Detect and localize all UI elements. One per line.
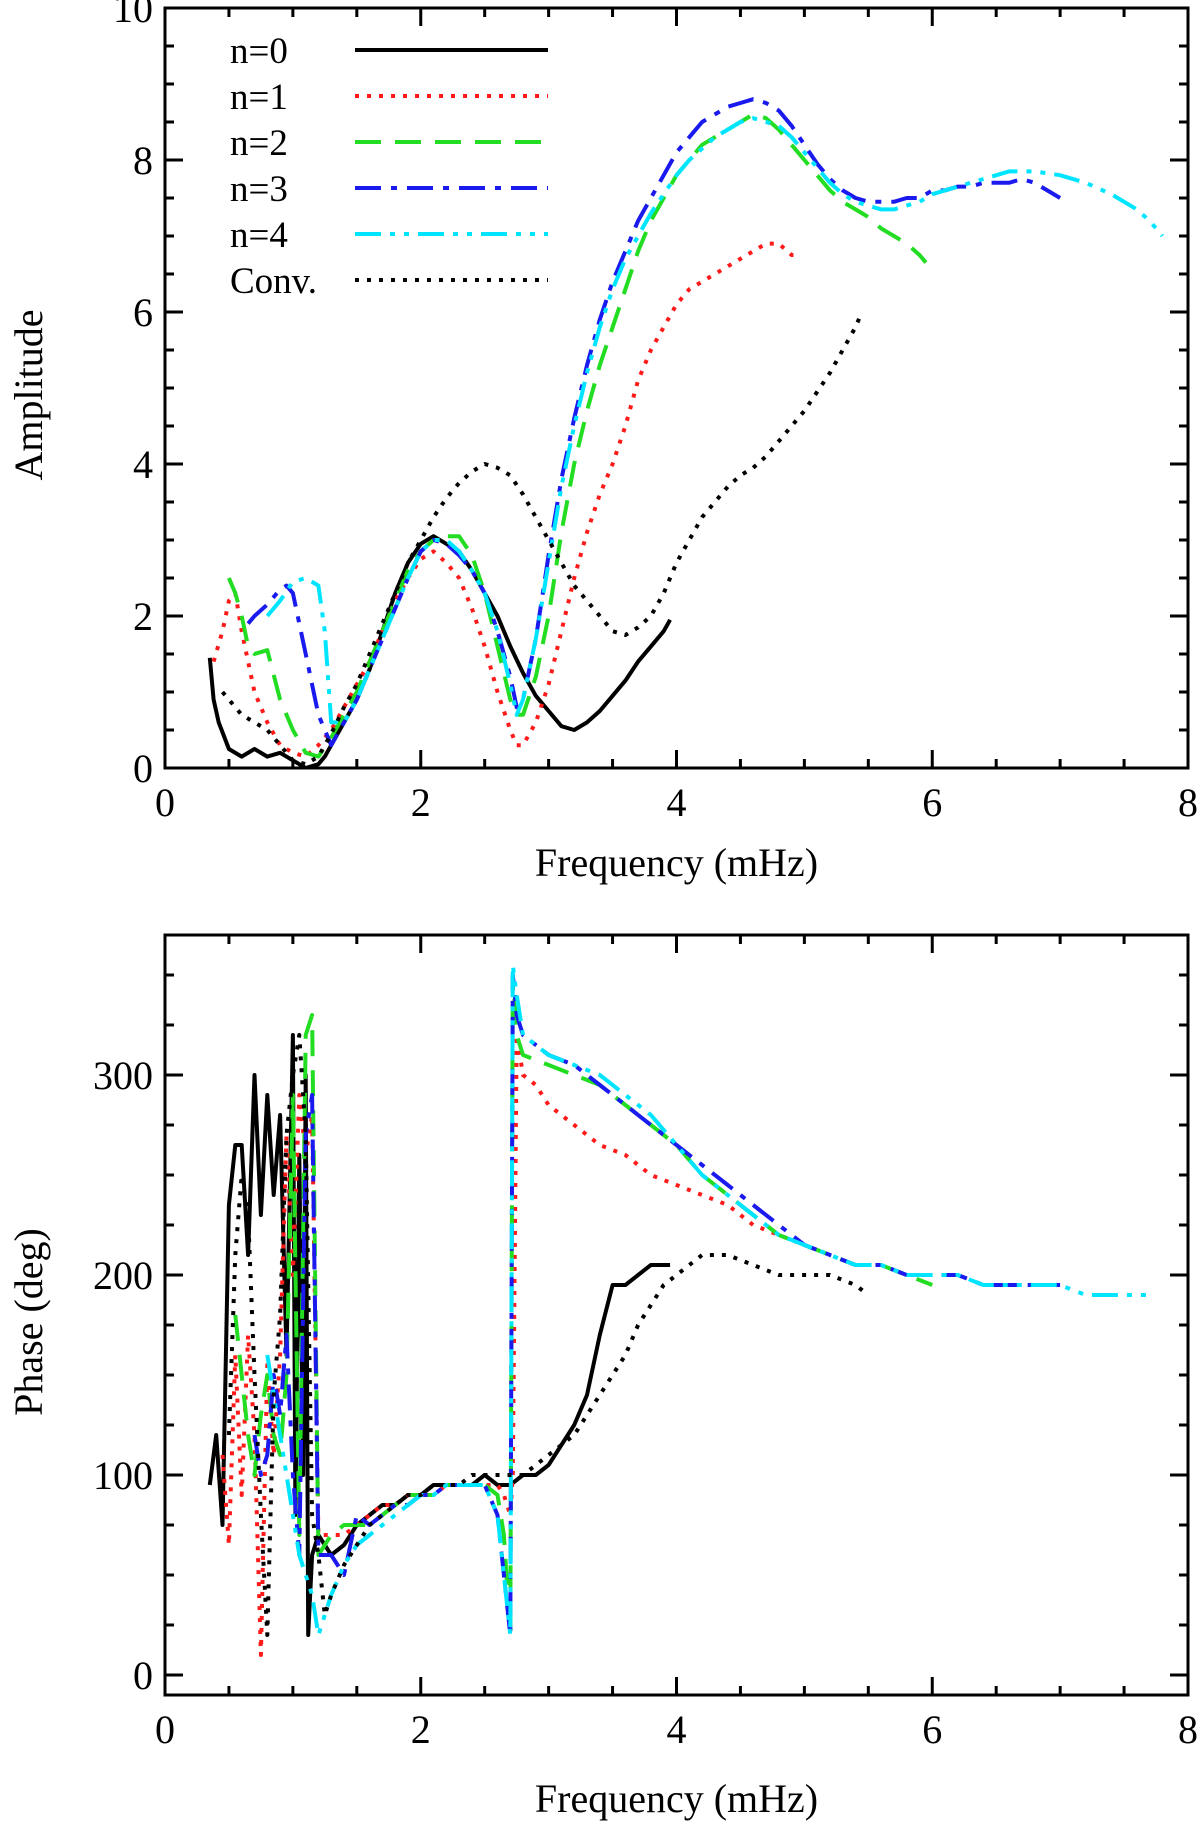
legend-label-n0: n=0 bbox=[230, 31, 288, 72]
amplitude-series-n2 bbox=[227, 112, 928, 759]
phase-plot-frame bbox=[163, 933, 1190, 1697]
phase-x-tick-label: 4 bbox=[667, 1707, 687, 1752]
phase-series-group bbox=[207, 963, 1150, 1657]
amplitude-series-conv bbox=[220, 311, 864, 767]
phase-y-tick-label: 100 bbox=[93, 1453, 153, 1498]
legend-label-n1: n=1 bbox=[230, 77, 288, 118]
phase-axis-ticks: 0 2 4 6 8 0 100 200 300 bbox=[93, 935, 1198, 1752]
legend-label-n4: n=4 bbox=[230, 215, 288, 256]
amplitude-series-n1 bbox=[211, 241, 798, 759]
amplitude-series-n0 bbox=[207, 534, 672, 768]
phase-x-tick-label: 8 bbox=[1178, 1707, 1198, 1752]
phase-y-axis-label: Phase (deg) bbox=[6, 1228, 51, 1416]
phase-x-tick-label: 6 bbox=[922, 1707, 942, 1752]
phase-y-tick-label: 300 bbox=[93, 1053, 153, 1098]
amplitude-series-group bbox=[207, 97, 1164, 768]
amplitude-y-tick-label: 2 bbox=[133, 594, 153, 639]
phase-series-n2 bbox=[233, 973, 934, 1637]
legend-label-n2: n=2 bbox=[230, 123, 288, 164]
amplitude-series-n3 bbox=[246, 97, 1062, 748]
amplitude-x-tick-label: 0 bbox=[155, 780, 175, 825]
amplitude-y-tick-label: 10 bbox=[113, 0, 153, 31]
amplitude-y-tick-label: 8 bbox=[133, 138, 153, 183]
amplitude-series-n4 bbox=[265, 116, 1164, 725]
amplitude-panel: 0 2 4 6 8 0 2 4 6 8 10 Frequency (mHz) Amplitude n… bbox=[6, 0, 1198, 885]
phase-panel: 0 2 4 6 8 0 100 200 300 Frequency (mHz) Phase (d… bbox=[6, 933, 1198, 1821]
phase-x-tick-label: 0 bbox=[155, 1707, 175, 1752]
amplitude-y-tick-label: 4 bbox=[133, 442, 153, 487]
phase-series-conv bbox=[226, 1033, 870, 1637]
amplitude-x-tick-label: 8 bbox=[1178, 780, 1198, 825]
amplitude-axis-ticks: 0 2 4 6 8 0 2 4 6 8 10 bbox=[113, 0, 1198, 825]
legend-label-conv: Conv. bbox=[230, 261, 317, 302]
phase-series-n0 bbox=[207, 1033, 671, 1637]
phase-x-tick-label: 2 bbox=[411, 1707, 431, 1752]
phase-series-n4 bbox=[265, 963, 1150, 1637]
amplitude-x-axis-label: Frequency (mHz) bbox=[535, 840, 818, 885]
amplitude-plot-frame bbox=[163, 6, 1190, 770]
legend: n=0 n=1 n=2 n=3 n=4 Conv. bbox=[230, 31, 548, 302]
phase-y-tick-label: 200 bbox=[93, 1253, 153, 1298]
amplitude-y-tick-label: 6 bbox=[133, 290, 153, 335]
amplitude-y-tick-label: 0 bbox=[133, 746, 153, 791]
legend-label-n3: n=3 bbox=[230, 169, 288, 210]
phase-x-axis-label: Frequency (mHz) bbox=[535, 1776, 818, 1821]
amplitude-x-tick-label: 6 bbox=[922, 780, 942, 825]
amplitude-x-tick-label: 2 bbox=[411, 780, 431, 825]
phase-series-n3 bbox=[252, 973, 1061, 1637]
amplitude-x-tick-label: 4 bbox=[667, 780, 687, 825]
amplitude-y-axis-label: Amplitude bbox=[6, 309, 51, 480]
phase-y-tick-label: 0 bbox=[133, 1653, 153, 1698]
